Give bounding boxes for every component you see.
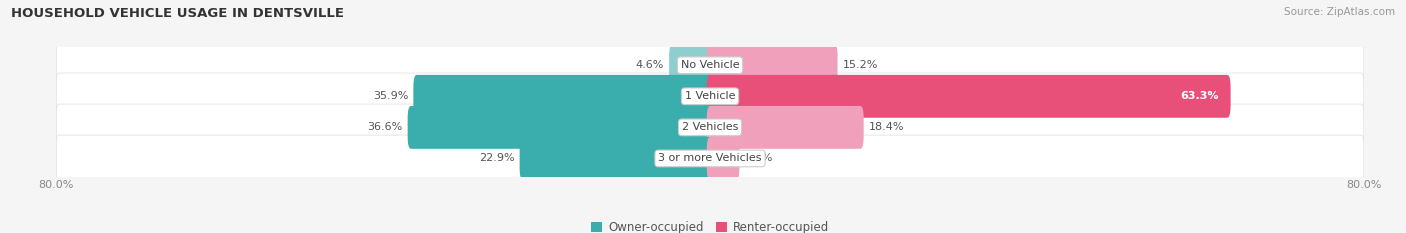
Text: Source: ZipAtlas.com: Source: ZipAtlas.com xyxy=(1284,7,1395,17)
FancyBboxPatch shape xyxy=(707,137,740,180)
FancyBboxPatch shape xyxy=(413,75,713,118)
Text: 63.3%: 63.3% xyxy=(1181,91,1219,101)
FancyBboxPatch shape xyxy=(56,135,1364,182)
FancyBboxPatch shape xyxy=(707,44,838,87)
Text: 18.4%: 18.4% xyxy=(869,122,904,132)
Text: No Vehicle: No Vehicle xyxy=(681,60,740,70)
Legend: Owner-occupied, Renter-occupied: Owner-occupied, Renter-occupied xyxy=(586,217,834,233)
FancyBboxPatch shape xyxy=(707,106,863,149)
Text: 3 or more Vehicles: 3 or more Vehicles xyxy=(658,154,762,163)
Text: HOUSEHOLD VEHICLE USAGE IN DENTSVILLE: HOUSEHOLD VEHICLE USAGE IN DENTSVILLE xyxy=(11,7,344,20)
Text: 36.6%: 36.6% xyxy=(367,122,402,132)
Text: 4.6%: 4.6% xyxy=(636,60,664,70)
FancyBboxPatch shape xyxy=(56,42,1364,89)
FancyBboxPatch shape xyxy=(56,73,1364,120)
Text: 2 Vehicles: 2 Vehicles xyxy=(682,122,738,132)
FancyBboxPatch shape xyxy=(520,137,713,180)
Text: 22.9%: 22.9% xyxy=(479,154,515,163)
FancyBboxPatch shape xyxy=(669,44,713,87)
Text: 3.2%: 3.2% xyxy=(744,154,773,163)
FancyBboxPatch shape xyxy=(707,75,1230,118)
FancyBboxPatch shape xyxy=(408,106,713,149)
Text: 1 Vehicle: 1 Vehicle xyxy=(685,91,735,101)
FancyBboxPatch shape xyxy=(56,104,1364,151)
Text: 35.9%: 35.9% xyxy=(373,91,409,101)
Text: 15.2%: 15.2% xyxy=(842,60,877,70)
